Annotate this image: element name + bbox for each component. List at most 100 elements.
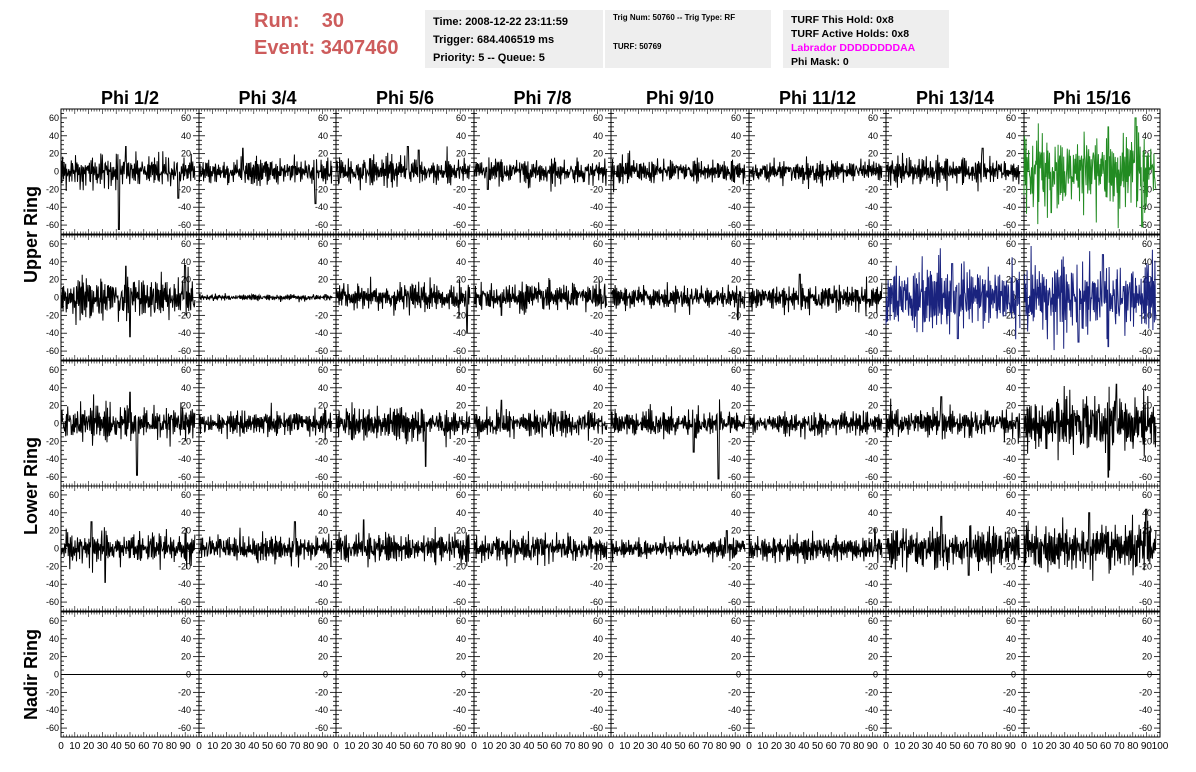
- event-value: 3407460: [320, 37, 399, 59]
- y-tick-label: 40: [868, 257, 878, 267]
- y-tick-label: 20: [49, 149, 59, 159]
- labrador-text: Labrador DDDDDDDDAA: [791, 42, 916, 54]
- y-tick-label: -40: [1003, 328, 1016, 338]
- y-tick-label: 60: [593, 365, 603, 375]
- y-tick-label: 40: [593, 383, 603, 393]
- y-tick-label: -60: [728, 346, 741, 356]
- y-tick-label: -40: [46, 328, 59, 338]
- phi-column-title: Phi 7/8: [513, 88, 571, 108]
- trigger-info-box: Trig Num: 50760 -- Trig Type: RF TURF: 5…: [605, 10, 771, 68]
- run-line: Run: 30: [254, 8, 399, 35]
- y-tick-label: -40: [728, 328, 741, 338]
- y-tick-label: 60: [49, 239, 59, 249]
- y-tick-label: -60: [728, 472, 741, 482]
- y-tick-label: -40: [1139, 328, 1152, 338]
- y-tick-label: -40: [453, 454, 466, 464]
- waveform-trace: [473, 157, 608, 192]
- y-tick-label: -20: [453, 436, 466, 446]
- event-line: Event: 3407460: [254, 35, 399, 62]
- phi-column-title: Phi 1/2: [101, 88, 159, 108]
- waveform-trace: [748, 273, 883, 316]
- y-tick-label: -60: [590, 472, 603, 482]
- event-label: Event:: [254, 37, 316, 59]
- y-tick-label: -40: [728, 579, 741, 589]
- y-tick-label: 40: [318, 508, 328, 518]
- y-tick-label: 20: [49, 526, 59, 536]
- y-tick-label: -40: [1003, 202, 1016, 212]
- y-tick-label: -40: [178, 454, 191, 464]
- y-tick-label: 0: [54, 293, 59, 303]
- waveform-trace: [610, 530, 746, 563]
- y-tick-label: -40: [728, 454, 741, 464]
- y-tick-label: 60: [49, 365, 59, 375]
- y-tick-label: -60: [865, 220, 878, 230]
- y-tick-label: -40: [46, 579, 59, 589]
- y-tick-label: -40: [453, 579, 466, 589]
- y-tick-label: 60: [456, 239, 466, 249]
- y-tick-label: -40: [315, 328, 328, 338]
- time-text: Time: 2008-12-22 23:11:59: [433, 16, 568, 28]
- y-tick-label: 0: [54, 544, 59, 554]
- y-tick-label: -60: [46, 472, 59, 482]
- priority-text: Priority: 5 -- Queue: 5: [433, 52, 545, 64]
- phi-column-title: Phi 15/16: [1053, 88, 1131, 108]
- y-tick-label: -60: [590, 346, 603, 356]
- y-tick-label: -60: [865, 472, 878, 482]
- y-tick-label: 40: [868, 383, 878, 393]
- y-tick-label: 20: [868, 149, 878, 159]
- phi-column-title: Phi 3/4: [238, 88, 296, 108]
- waveform-trace: [885, 248, 1021, 340]
- y-tick-label: -60: [178, 346, 191, 356]
- y-tick-label: -60: [178, 220, 191, 230]
- y-tick-label: 60: [731, 113, 741, 123]
- y-tick-label: -60: [46, 346, 59, 356]
- y-tick-label: 20: [318, 275, 328, 285]
- y-tick-label: 60: [1142, 113, 1152, 123]
- y-tick-label: -20: [728, 184, 741, 194]
- y-tick-label: 60: [181, 113, 191, 123]
- y-tick-label: -60: [1003, 220, 1016, 230]
- y-tick-label: -60: [315, 220, 328, 230]
- y-tick-label: -20: [315, 184, 328, 194]
- y-tick-label: 40: [1006, 383, 1016, 393]
- waveform-trace: [1023, 245, 1157, 351]
- y-tick-label: 60: [456, 113, 466, 123]
- y-tick-label: -20: [728, 436, 741, 446]
- run-event-header: Run: 30 Event: 3407460: [254, 8, 399, 62]
- y-tick-label: -60: [46, 597, 59, 607]
- ring-label: Lower Ring: [21, 437, 41, 535]
- y-tick-label: -60: [178, 597, 191, 607]
- y-tick-label: -40: [1139, 454, 1152, 464]
- waveform-trace: [885, 396, 1021, 444]
- waveform-trace: [198, 293, 333, 303]
- y-tick-label: -40: [46, 454, 59, 464]
- y-tick-label: 20: [593, 401, 603, 411]
- waveform-trace: [748, 410, 883, 440]
- y-tick-label: 20: [318, 526, 328, 536]
- y-tick-label: 20: [731, 526, 741, 536]
- y-tick-label: -20: [865, 184, 878, 194]
- waveform-trace: [60, 146, 196, 230]
- y-tick-label: 20: [1006, 149, 1016, 159]
- waveform-trace: [473, 530, 608, 567]
- y-tick-label: -60: [453, 346, 466, 356]
- y-tick-label: -20: [315, 561, 328, 571]
- y-tick-label: 60: [49, 490, 59, 500]
- y-tick-label: -60: [1003, 472, 1016, 482]
- y-tick-label: 20: [318, 401, 328, 411]
- waveform-trace: [60, 264, 196, 338]
- waveform-trace: [1023, 117, 1157, 229]
- y-tick-label: 40: [181, 257, 191, 267]
- y-tick-label: 20: [593, 275, 603, 285]
- y-tick-label: 40: [318, 257, 328, 267]
- y-tick-label: -40: [315, 202, 328, 212]
- phi-column-title: Phi 11/12: [779, 88, 856, 108]
- y-tick-label: 60: [731, 490, 741, 500]
- y-tick-label: 0: [54, 419, 59, 429]
